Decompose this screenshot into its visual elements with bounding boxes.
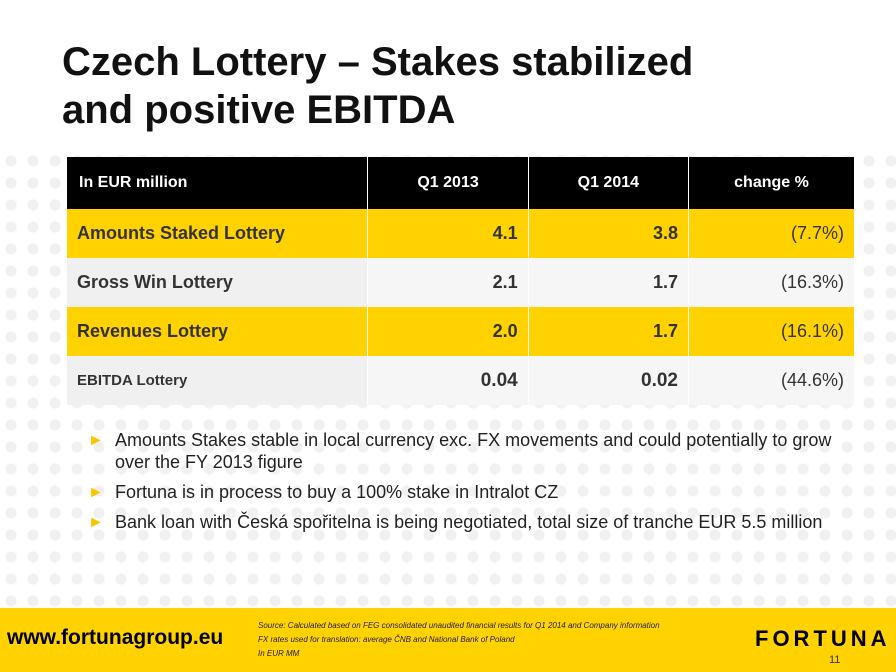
row-change: (16.3%)	[688, 258, 854, 307]
source-line: Source: Calculated based on FEG consolid…	[258, 621, 660, 630]
row-change: (16.1%)	[688, 307, 854, 356]
bullet-text: Fortuna is in process to buy a 100% stak…	[115, 482, 559, 502]
lottery-results-table: In EUR million Q1 2013 Q1 2014 change % …	[67, 157, 854, 405]
title-line-1: Czech Lottery – Stakes stabilized	[62, 40, 694, 84]
row-q1-2014: 1.7	[528, 307, 689, 356]
slide-title: Czech Lottery – Stakes stabilized and po…	[62, 38, 862, 134]
table-header-row: In EUR million Q1 2013 Q1 2014 change %	[67, 157, 854, 209]
header-q1-2013: Q1 2013	[367, 157, 529, 209]
list-item: ► Amounts Stakes stable in local currenc…	[88, 429, 868, 473]
title-line-2: and positive EBITDA	[62, 88, 456, 132]
row-change: (44.6%)	[688, 356, 854, 405]
bullet-text: Amounts Stakes stable in local currency …	[115, 430, 832, 472]
arrow-right-icon: ►	[88, 484, 104, 501]
list-item: ► Fortuna is in process to buy a 100% st…	[88, 481, 868, 503]
source-line: In EUR MM	[258, 649, 300, 658]
source-line: FX rates used for translation: average Č…	[258, 635, 515, 644]
arrow-right-icon: ►	[88, 514, 104, 531]
header-unit: In EUR million	[67, 157, 369, 209]
row-q1-2013: 2.0	[367, 307, 529, 356]
fortuna-logo: FORTUNA	[755, 626, 891, 651]
row-change: (7.7%)	[688, 209, 854, 258]
row-label: Amounts Staked Lottery	[67, 209, 369, 258]
list-item: ► Bank loan with Česká spořitelna is bei…	[88, 511, 868, 533]
website-link[interactable]: www.fortunagroup.eu	[7, 626, 224, 649]
row-q1-2014: 0.02	[528, 356, 689, 405]
footer-bar: www.fortunagroup.eu Source: Calculated b…	[0, 608, 896, 672]
table-row: Revenues Lottery 2.0 1.7 (16.1%)	[67, 307, 854, 356]
header-q1-2014: Q1 2014	[528, 157, 689, 209]
header-change: change %	[688, 157, 854, 209]
row-q1-2014: 3.8	[528, 209, 689, 258]
arrow-right-icon: ►	[88, 432, 104, 449]
source-note: Source: Calculated based on FEG consolid…	[258, 619, 660, 661]
row-q1-2013: 0.04	[367, 356, 529, 405]
bullet-text: Bank loan with Česká spořitelna is being…	[115, 512, 823, 532]
row-q1-2013: 4.1	[367, 209, 529, 258]
bullet-list: ► Amounts Stakes stable in local currenc…	[88, 429, 868, 541]
table-row: Gross Win Lottery 2.1 1.7 (16.3%)	[67, 258, 854, 307]
page-number: 11	[829, 654, 841, 666]
row-label: Gross Win Lottery	[67, 258, 369, 307]
table-row: Amounts Staked Lottery 4.1 3.8 (7.7%)	[67, 209, 854, 258]
row-q1-2014: 1.7	[528, 258, 689, 307]
row-label: Revenues Lottery	[67, 307, 369, 356]
table-row: EBITDA Lottery 0.04 0.02 (44.6%)	[67, 356, 854, 405]
row-q1-2013: 2.1	[367, 258, 529, 307]
row-label: EBITDA Lottery	[67, 356, 369, 405]
